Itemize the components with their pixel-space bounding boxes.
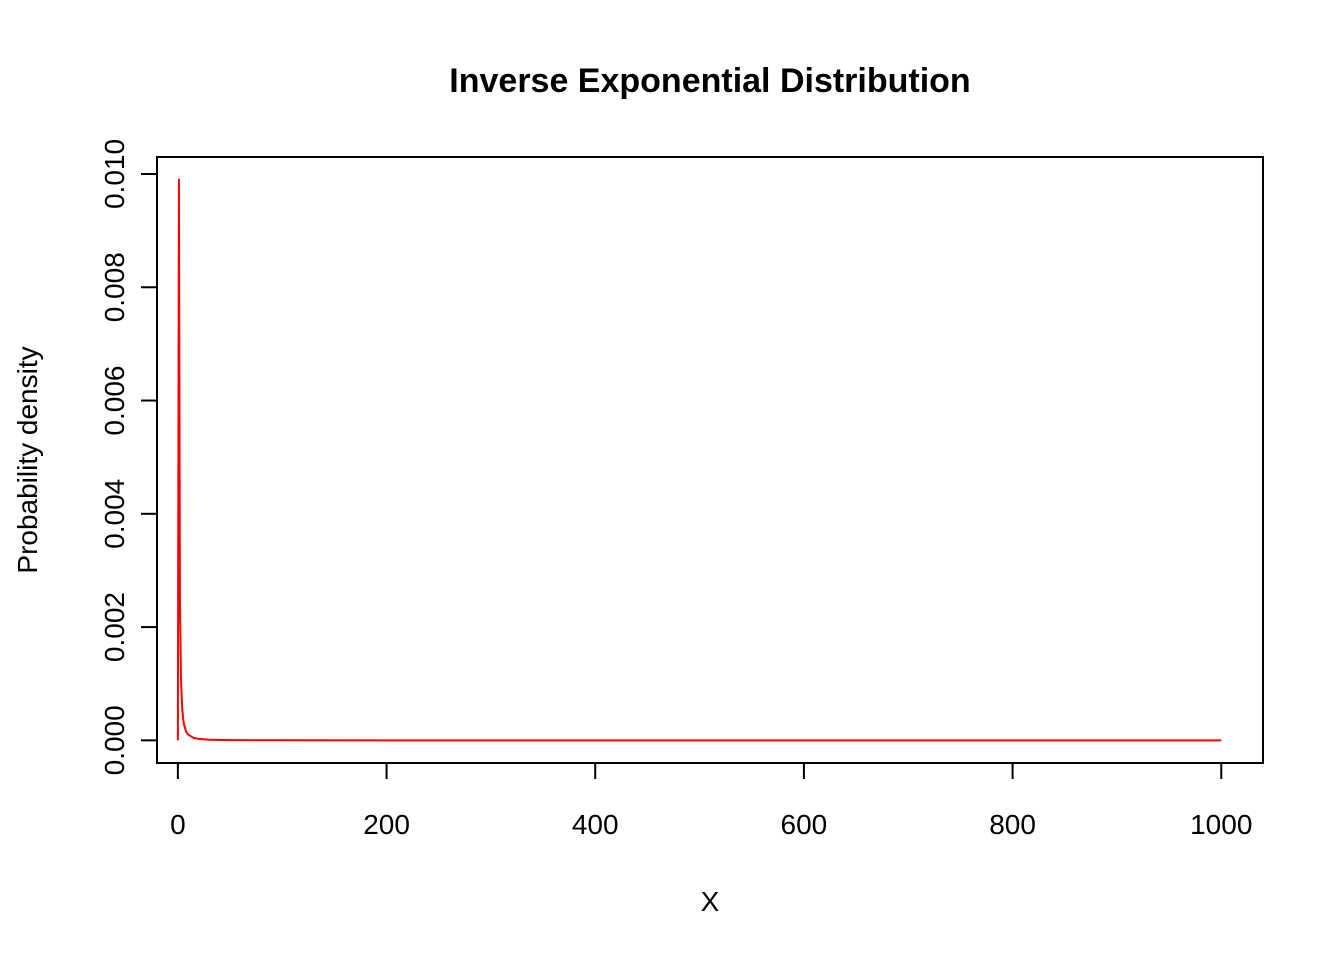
y-axis: 0.000 0.002 0.004 0.006 0.008 0.010 [99,139,158,775]
chart-title: Inverse Exponential Distribution [449,62,970,100]
y-tick-label: 0.000 [99,705,130,775]
plot-frame [156,156,1264,764]
x-axis-label: X [701,886,720,917]
y-tick-label: 0.006 [99,365,130,435]
density-curve [176,178,1222,742]
y-tick-label: 0.010 [99,139,130,209]
y-tick-label: 0.008 [99,252,130,322]
x-tick-label: 400 [572,809,619,840]
x-tick-label: 200 [363,809,410,840]
x-tick-label: 600 [781,809,828,840]
series-layer [176,178,1222,742]
x-tick-label: 800 [989,809,1036,840]
x-axis: 0 200 400 600 800 1000 [170,762,1252,840]
y-tick-label: 0.004 [99,479,130,549]
x-tick-label: 1000 [1190,809,1252,840]
y-axis-label: Probability density [12,346,43,573]
y-tick-label: 0.002 [99,592,130,662]
x-tick-label: 0 [170,809,186,840]
